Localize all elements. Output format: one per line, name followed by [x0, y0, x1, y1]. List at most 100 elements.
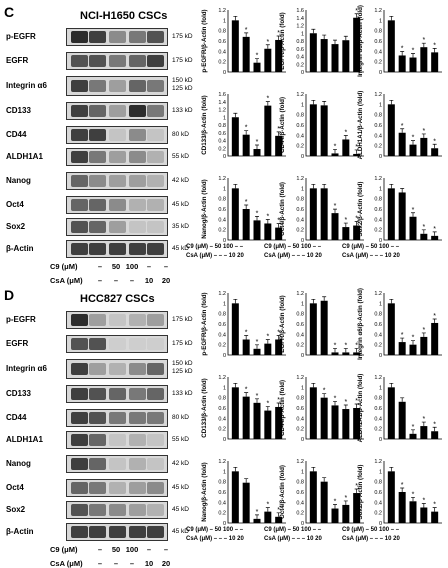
blot-band	[89, 151, 106, 163]
blot-band	[71, 243, 88, 255]
blot-band	[129, 362, 146, 376]
y-tick-label: 1	[223, 469, 226, 475]
blot-label: CD133	[6, 106, 31, 115]
y-tick-label: 1.2	[374, 92, 382, 98]
blot-band	[89, 129, 106, 141]
y-tick-label: 0.6	[296, 207, 304, 213]
blot-band	[129, 504, 146, 516]
blot-band	[147, 482, 164, 494]
blot-band	[109, 151, 126, 163]
blot-band	[129, 482, 146, 494]
blot-band	[89, 526, 106, 538]
y-tick-label: 0.4	[374, 49, 382, 55]
error-bar	[421, 421, 426, 427]
error-bar	[244, 130, 249, 135]
y-tick-label: 0.6	[218, 207, 226, 213]
blot-band	[71, 526, 88, 538]
error-bar	[432, 143, 437, 149]
significance-star: *	[412, 48, 415, 55]
y-tick-label: 1.2	[218, 108, 226, 114]
blot-band	[129, 175, 146, 187]
bar	[409, 144, 417, 156]
y-tick-label: 0.8	[296, 113, 304, 119]
significance-star: *	[344, 495, 347, 502]
blot-band	[71, 504, 88, 516]
chart-svg: p-EGFR/β-Actin (fold) 0 0.2 0.4 0.6 0.8 1 1.2 * *…	[201, 291, 286, 359]
bar-chart: EGFR/β-Actin (fold) 0 0.2 0.4 0.6 0.8 1 1.2 * * *	[279, 291, 366, 366]
bar-chart: ALDH1A1/β-Actin (fold) 0 0.2 0.4 0.6 0.8 1 1.2 *…	[357, 374, 444, 450]
bar-chart: Sox2/β-Actin (fold) 0 0.2 0.4 0.6 0.8 1 1.2 * * *	[357, 176, 444, 251]
y-tick-label: 0	[223, 70, 226, 76]
blot-band	[129, 31, 146, 43]
blot-band	[129, 314, 146, 326]
error-bar	[265, 507, 270, 512]
bar	[387, 104, 395, 156]
bar	[320, 397, 328, 439]
blot-band	[71, 482, 88, 494]
y-tick-label: 0.6	[374, 322, 382, 328]
y-tick-label: 0	[301, 154, 304, 160]
blot-label: CD44	[6, 413, 27, 422]
y-tick-label: 1	[379, 186, 382, 192]
blot-label: p-EGFR	[6, 315, 36, 324]
kda-label: 45 kD	[172, 245, 189, 252]
y-tick-label: 1	[223, 385, 226, 391]
blot-band	[89, 504, 106, 516]
chart-svg: Nanog/β-Actin (fold) 0 0.2 0.4 0.6 0.8 1 1.2 * * *…	[201, 176, 286, 244]
kda-label: 175 kD	[172, 57, 193, 64]
y-tick-label: 1	[379, 385, 382, 391]
y-tick-label: 1.2	[218, 459, 226, 465]
bar	[264, 105, 272, 156]
y-axis-label: Sox2/β-Actin (fold)	[357, 465, 364, 520]
significance-star: *	[433, 313, 436, 320]
blot-band	[89, 362, 106, 376]
csa-axis-treatment-row: CsA (μM) – – – 10 20	[264, 536, 322, 542]
y-tick-label: 1	[379, 301, 382, 307]
blot-band	[89, 434, 106, 446]
blot-band	[109, 504, 126, 516]
blot-band	[71, 129, 88, 141]
bar	[409, 344, 417, 355]
error-bar	[255, 58, 259, 63]
bar	[331, 153, 339, 156]
error-bar	[400, 188, 405, 193]
blot-image	[66, 455, 168, 473]
error-bar	[244, 32, 249, 37]
blot-band	[129, 129, 146, 141]
significance-star: *	[256, 53, 259, 60]
bar	[387, 303, 395, 355]
bar-chart: CD44/β-Actin (fold) 0 0.2 0.4 0.6 0.8 1 1.2 * * * *	[279, 375, 366, 450]
y-tick-label: 0.6	[296, 490, 304, 496]
kda-label: 42 kD	[172, 460, 189, 467]
y-tick-label: 0.4	[218, 332, 226, 338]
significance-star: *	[344, 399, 347, 406]
significance-star: *	[245, 125, 248, 132]
blot-band	[129, 388, 146, 400]
error-bar	[411, 140, 415, 145]
panel-c: C NCI-H1650 CSCs p-EGFR 175 kD EGFR 175 kD Int…	[0, 0, 448, 285]
significance-star: *	[433, 138, 436, 145]
blot-image	[66, 52, 168, 70]
csa-axis-treatment-row: CsA (μM) – – – 10 20	[342, 253, 400, 259]
error-bar	[354, 149, 359, 154]
blot-band	[147, 314, 164, 326]
bar	[275, 39, 283, 72]
y-tick-label: 0.8	[374, 29, 382, 35]
y-tick-label: 0.2	[218, 146, 226, 152]
kda-label: 133 kD	[172, 390, 193, 397]
y-tick-label: 0.8	[296, 396, 304, 402]
y-tick-label: 0	[301, 70, 304, 76]
blot-band	[147, 55, 164, 67]
y-axis-label: CD44/β-Actin (fold)	[279, 380, 286, 436]
y-tick-label: 0	[379, 353, 382, 359]
significance-star: *	[344, 129, 347, 136]
error-bar	[255, 144, 259, 150]
kda-label: 175 kD	[172, 33, 193, 40]
y-tick-label: 1	[379, 469, 382, 475]
error-bar	[333, 208, 337, 214]
y-tick-label: 0	[379, 70, 382, 76]
error-bar	[322, 34, 327, 40]
y-tick-label: 0	[379, 521, 382, 527]
significance-star: *	[266, 213, 269, 220]
y-tick-label: 0	[301, 353, 304, 359]
